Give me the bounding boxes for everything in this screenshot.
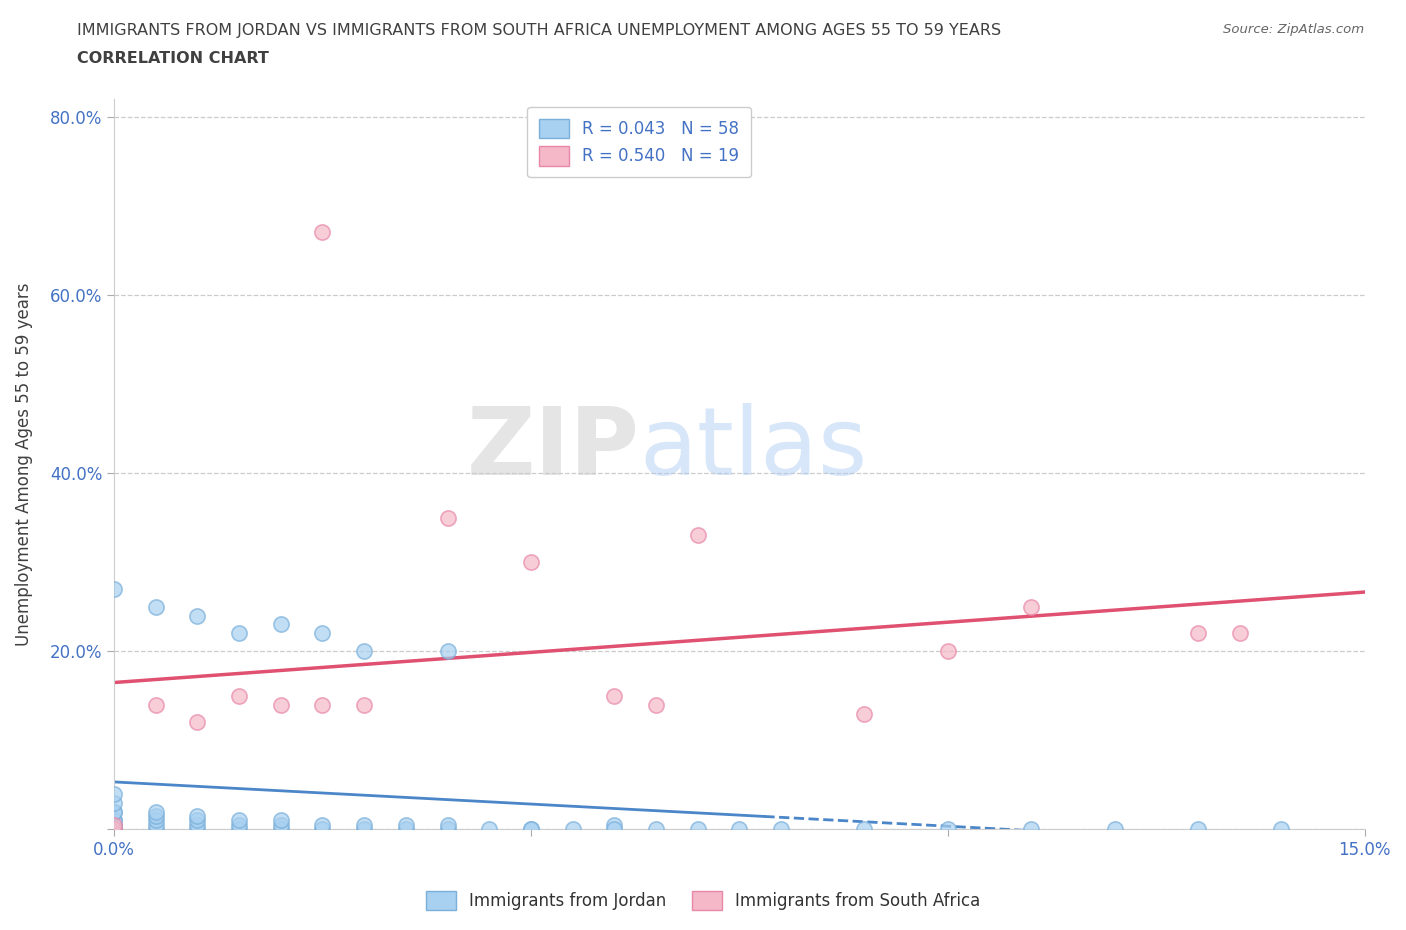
Point	[145, 804, 167, 819]
Point	[853, 822, 876, 837]
Text: Source: ZipAtlas.com: Source: ZipAtlas.com	[1223, 23, 1364, 36]
Point	[936, 822, 959, 837]
Point	[103, 813, 125, 828]
Point	[436, 822, 458, 837]
Point	[1019, 822, 1042, 837]
Point	[645, 822, 668, 837]
Point	[1187, 626, 1209, 641]
Point	[1229, 626, 1251, 641]
Point	[103, 822, 125, 837]
Point	[103, 804, 125, 819]
Point	[686, 528, 709, 543]
Point	[103, 817, 125, 832]
Point	[145, 822, 167, 837]
Point	[520, 554, 543, 569]
Point	[311, 817, 333, 832]
Point	[603, 688, 626, 703]
Point	[103, 817, 125, 832]
Point	[228, 817, 250, 832]
Point	[1019, 599, 1042, 614]
Text: ZIP: ZIP	[467, 404, 640, 496]
Point	[1270, 822, 1292, 837]
Point	[520, 822, 543, 837]
Point	[270, 617, 292, 631]
Point	[561, 822, 583, 837]
Point	[186, 608, 208, 623]
Point	[228, 688, 250, 703]
Point	[103, 581, 125, 596]
Point	[770, 822, 793, 837]
Point	[395, 822, 418, 837]
Point	[603, 817, 626, 832]
Point	[103, 804, 125, 819]
Point	[186, 715, 208, 730]
Legend: Immigrants from Jordan, Immigrants from South Africa: Immigrants from Jordan, Immigrants from …	[419, 884, 987, 917]
Point	[103, 817, 125, 832]
Point	[311, 698, 333, 712]
Y-axis label: Unemployment Among Ages 55 to 59 years: Unemployment Among Ages 55 to 59 years	[15, 283, 32, 645]
Text: CORRELATION CHART: CORRELATION CHART	[77, 51, 269, 66]
Point	[186, 808, 208, 823]
Point	[186, 817, 208, 832]
Point	[395, 817, 418, 832]
Point	[270, 813, 292, 828]
Point	[311, 626, 333, 641]
Point	[228, 626, 250, 641]
Point	[936, 644, 959, 658]
Point	[103, 795, 125, 810]
Point	[270, 822, 292, 837]
Point	[353, 698, 375, 712]
Point	[311, 225, 333, 240]
Point	[686, 822, 709, 837]
Point	[645, 698, 668, 712]
Point	[520, 822, 543, 837]
Point	[103, 822, 125, 837]
Point	[228, 813, 250, 828]
Point	[436, 644, 458, 658]
Legend: R = 0.043   N = 58, R = 0.540   N = 19: R = 0.043 N = 58, R = 0.540 N = 19	[527, 107, 751, 178]
Point	[436, 817, 458, 832]
Point	[103, 822, 125, 837]
Point	[186, 822, 208, 837]
Point	[186, 813, 208, 828]
Point	[270, 698, 292, 712]
Point	[353, 644, 375, 658]
Point	[353, 817, 375, 832]
Point	[145, 817, 167, 832]
Point	[1104, 822, 1126, 837]
Point	[853, 706, 876, 721]
Point	[145, 599, 167, 614]
Point	[228, 822, 250, 837]
Point	[1187, 822, 1209, 837]
Text: IMMIGRANTS FROM JORDAN VS IMMIGRANTS FROM SOUTH AFRICA UNEMPLOYMENT AMONG AGES 5: IMMIGRANTS FROM JORDAN VS IMMIGRANTS FRO…	[77, 23, 1001, 38]
Point	[478, 822, 501, 837]
Point	[311, 822, 333, 837]
Point	[353, 822, 375, 837]
Point	[103, 786, 125, 801]
Point	[145, 813, 167, 828]
Point	[436, 510, 458, 525]
Point	[270, 817, 292, 832]
Point	[145, 808, 167, 823]
Point	[728, 822, 751, 837]
Point	[103, 813, 125, 828]
Point	[145, 698, 167, 712]
Point	[603, 822, 626, 837]
Text: atlas: atlas	[640, 404, 868, 496]
